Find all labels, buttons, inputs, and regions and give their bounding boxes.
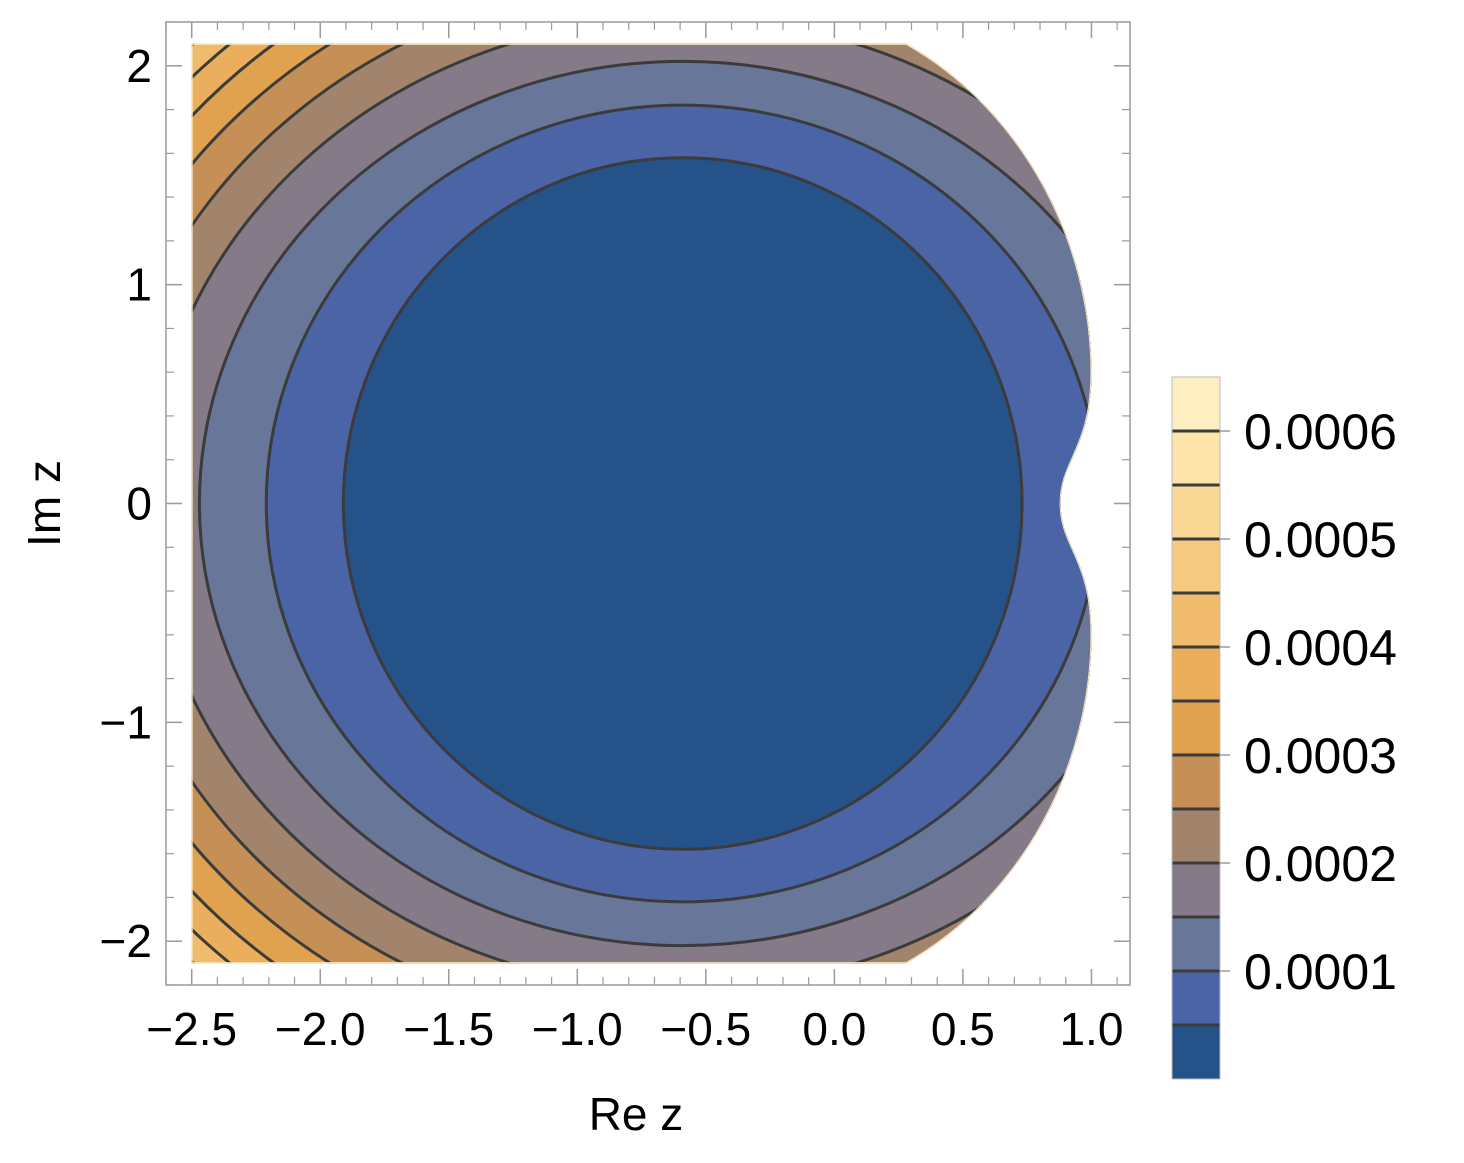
contour-line: [264, 103, 1092, 904]
x-axis-label: Re z: [589, 1088, 684, 1140]
contour-line: [341, 156, 1024, 851]
y-tick-label: 0: [126, 478, 152, 530]
y-tick-label: −2: [100, 915, 152, 967]
colorbar-legend: 0.0001 0.0002 0.0003 0.0004 0.0005 0.0006: [1171, 376, 1397, 1080]
colorbar-band: [1172, 1025, 1220, 1079]
colorbar-band: [1172, 593, 1220, 647]
colorbar-tick-label: 0.0003: [1244, 728, 1397, 784]
x-tick-label: −2.0: [275, 1003, 366, 1055]
x-tick-label: −1.5: [403, 1003, 494, 1055]
colorbar-tick-label: 0.0001: [1244, 944, 1397, 1000]
contour-lines: [191, 43, 1092, 964]
colorbar-band: [1172, 701, 1220, 755]
x-tick-label: −2.5: [146, 1003, 237, 1055]
y-tick-label: 2: [126, 40, 152, 92]
x-tick-label: 0.5: [931, 1003, 995, 1055]
colorbar-band: [1172, 431, 1220, 485]
y-axis: −2 −1 0 1 2: [100, 21, 1130, 986]
y-tick-label: 1: [126, 259, 152, 311]
colorbar-band: [1172, 377, 1220, 431]
colorbar-tick-label: 0.0002: [1244, 836, 1397, 892]
colorbar-tick-label: 0.0004: [1244, 620, 1397, 676]
x-tick-label: −0.5: [660, 1003, 751, 1055]
x-tick-label: −1.0: [532, 1003, 623, 1055]
contour-line: [197, 59, 1092, 948]
colorbar-border: [1171, 376, 1221, 1080]
colorbar-band: [1172, 755, 1220, 809]
colorbar-tick-label: 0.0005: [1244, 512, 1397, 568]
colorbar-band: [1172, 971, 1220, 1025]
colorbar-band: [1172, 809, 1220, 863]
domain-boundary: [191, 43, 1092, 964]
colorbar-band: [1172, 485, 1220, 539]
y-axis-label: Im z: [18, 460, 70, 547]
x-axis: −2.5 −2.0 −1.5 −1.0 −0.5 0.0 0.5 1.0: [146, 22, 1123, 1055]
x-tick-label: 0.0: [802, 1003, 866, 1055]
colorbar-band: [1172, 863, 1220, 917]
colorbar-band: [1172, 917, 1220, 971]
colorbar-tick-label: 0.0006: [1244, 404, 1397, 460]
colorbar-band: [1172, 539, 1220, 593]
contour-band: [343, 157, 1023, 850]
y-tick-label: −1: [100, 696, 152, 748]
colorbar-band: [1172, 647, 1220, 701]
x-tick-label: 1.0: [1059, 1003, 1123, 1055]
